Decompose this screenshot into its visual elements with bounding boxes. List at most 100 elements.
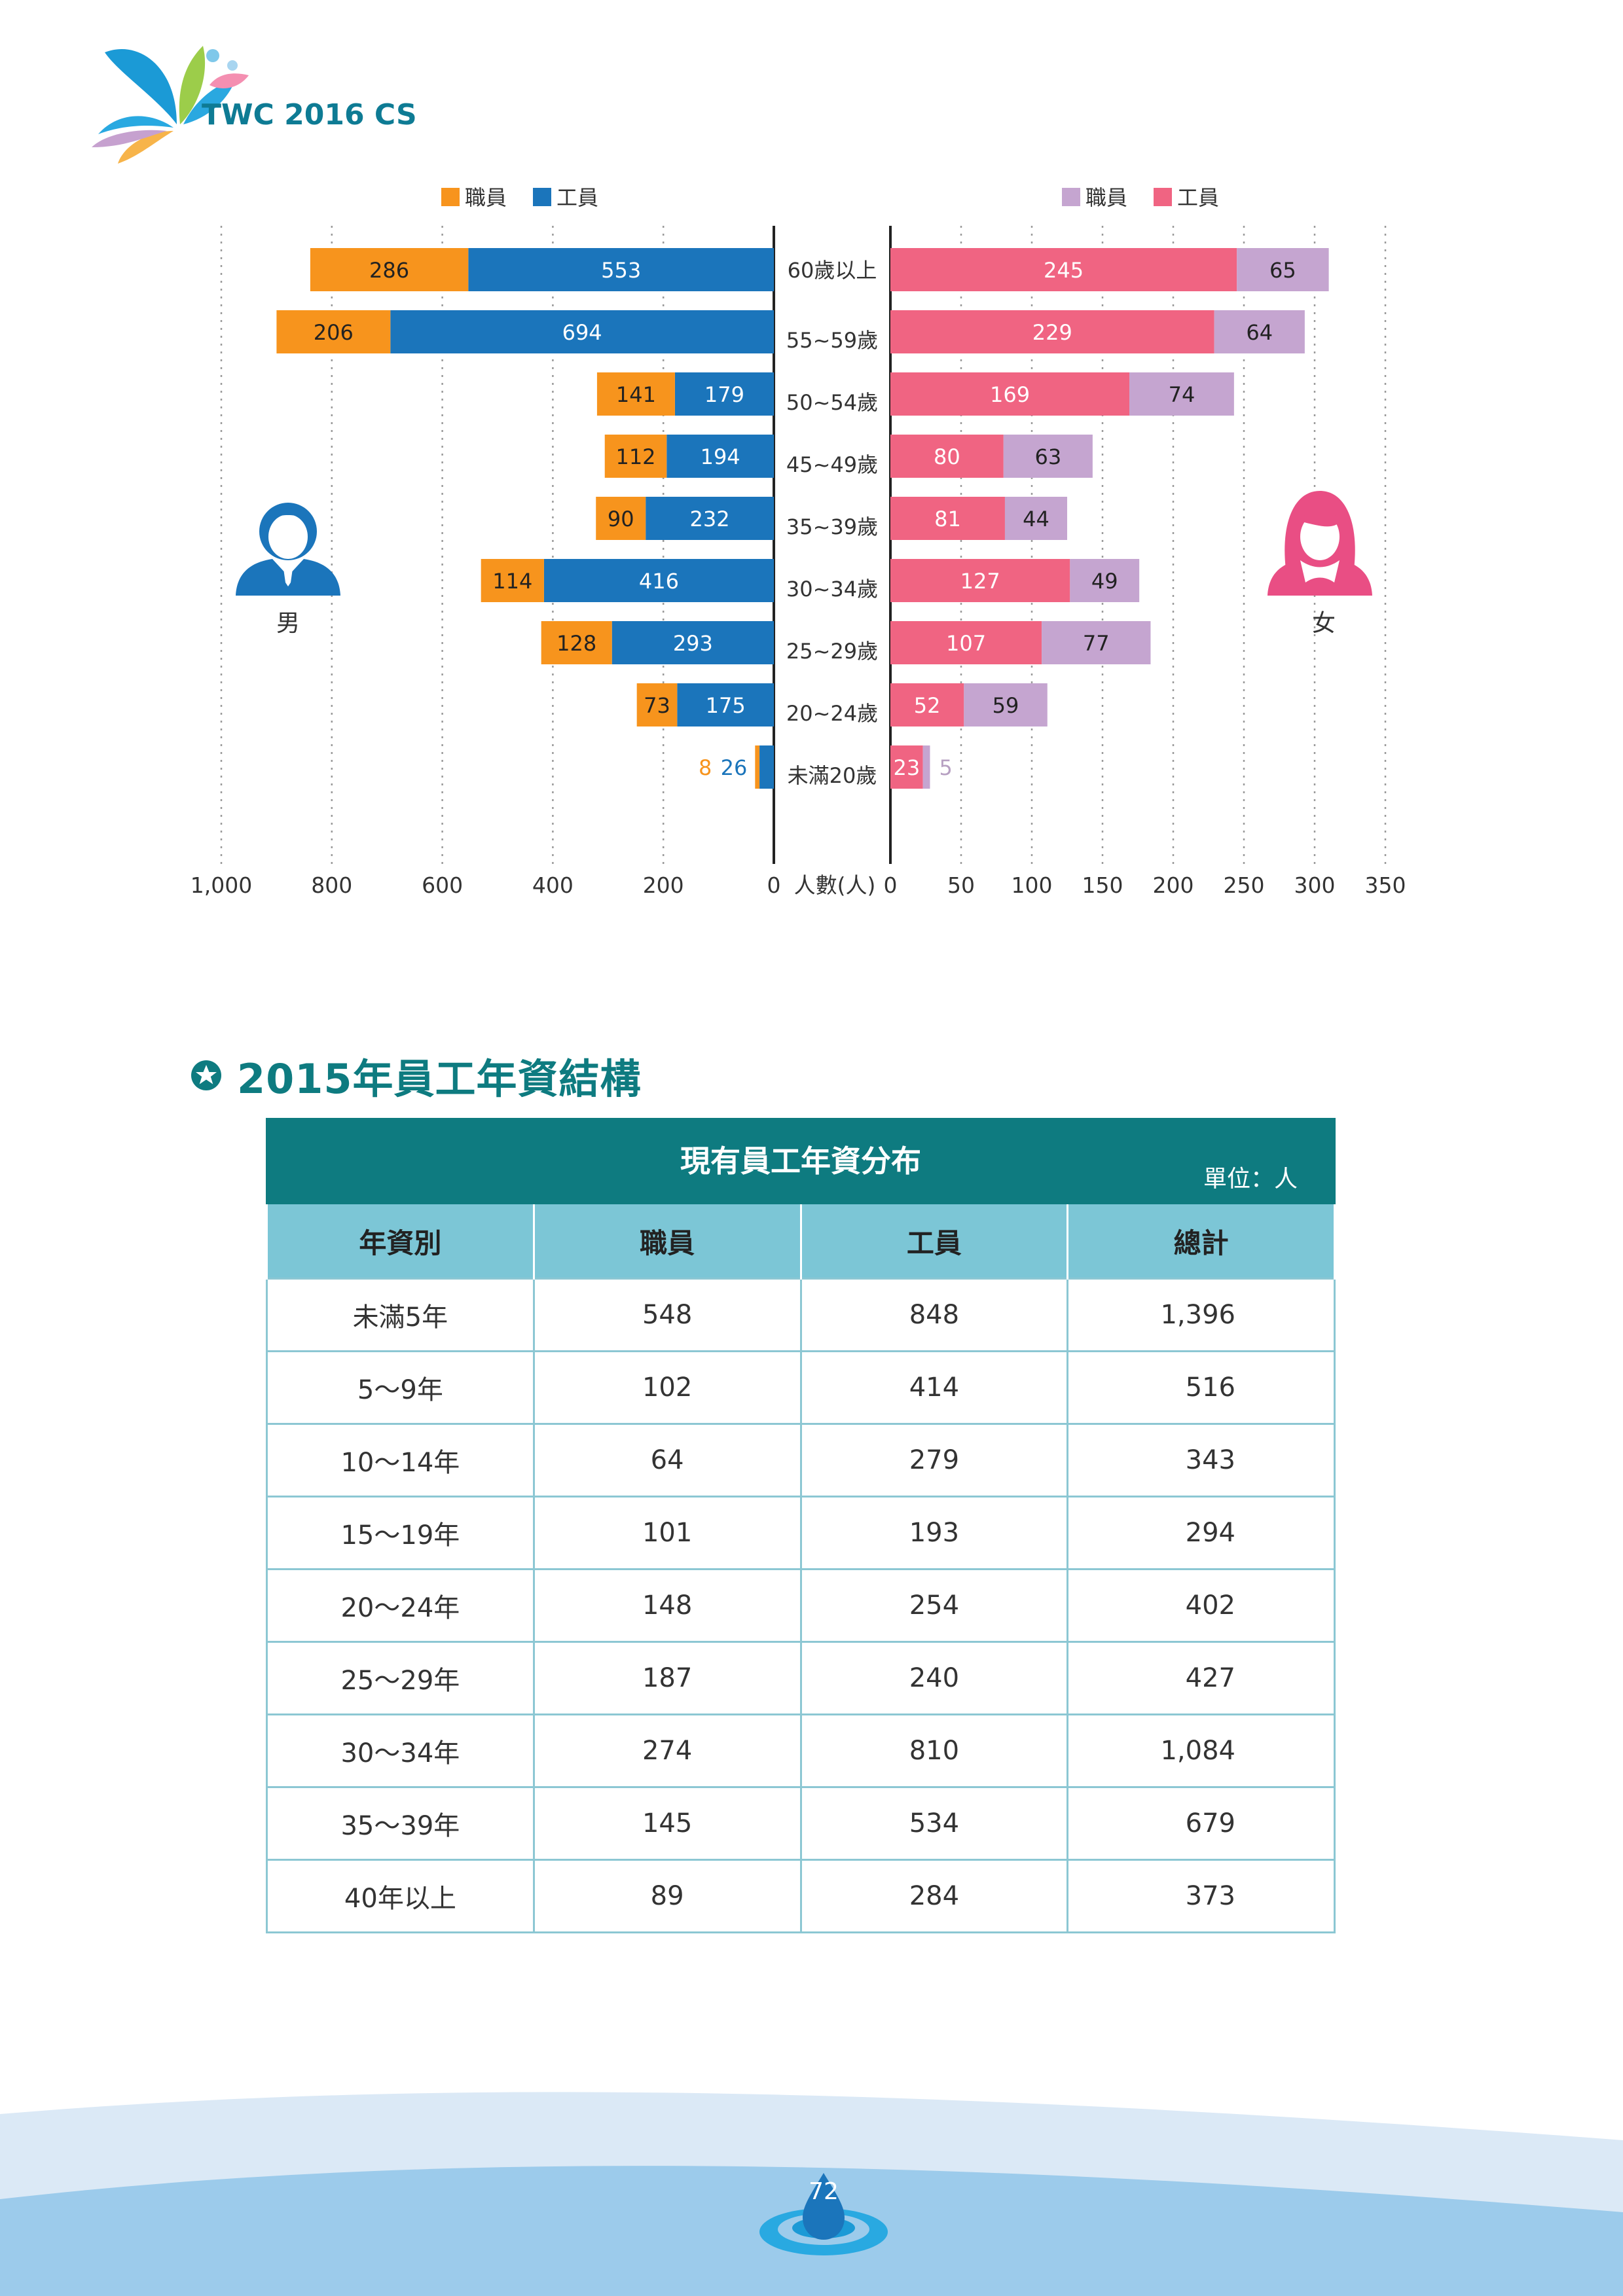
male-tick-label: 600 <box>422 872 463 898</box>
female-staff-bar <box>1004 497 1067 540</box>
cell-worker: 254 <box>799 1568 1069 1643</box>
chart-legend: 職員 工員 職員 工員 <box>441 185 1219 210</box>
female-tick-label: 350 <box>1365 872 1406 898</box>
male-worker-value: 175 <box>706 693 746 718</box>
cell-staff: 102 <box>532 1350 802 1425</box>
header-total: 總計 <box>1067 1204 1336 1279</box>
cell-staff: 145 <box>532 1786 802 1861</box>
header-worker: 工員 <box>799 1204 1069 1279</box>
cell-total: 1,084 <box>1067 1713 1336 1788</box>
female-worker-value: 127 <box>960 569 1000 594</box>
category-label: 25~29歲 <box>786 639 878 664</box>
female-worker-bar <box>890 435 1004 478</box>
cell-tenure: 35～39年 <box>266 1786 535 1861</box>
female-worker-value: 229 <box>1032 320 1072 345</box>
header-staff: 職員 <box>532 1204 802 1279</box>
cell-staff: 274 <box>532 1713 802 1788</box>
female-tick-label: 100 <box>1012 872 1053 898</box>
female-worker-bar <box>890 745 923 789</box>
table-row: 40年以上 89 284 373 <box>266 1859 1336 1933</box>
cell-staff: 89 <box>532 1859 802 1933</box>
table-row: 未滿5年 548 848 1,396 <box>266 1278 1336 1352</box>
male-staff-value: 286 <box>369 258 409 283</box>
male-staff-bar <box>636 683 678 726</box>
male-worker-value: 694 <box>562 320 602 345</box>
cell-staff: 548 <box>532 1278 802 1352</box>
female-tick-label: 0 <box>884 872 898 898</box>
female-staff-bar <box>1003 435 1093 478</box>
male-worker-bar <box>468 248 774 291</box>
male-worker-bar <box>543 559 774 602</box>
male-worker-value: 553 <box>601 258 641 283</box>
female-label: 女 <box>1312 610 1336 637</box>
cell-staff: 64 <box>532 1423 802 1498</box>
female-worker-value: 81 <box>934 507 961 531</box>
male-tick-label: 0 <box>767 872 781 898</box>
legend-left-swatch <box>441 188 460 206</box>
male-staff-value: 128 <box>556 631 596 656</box>
table-row: 15～19年 101 193 294 <box>266 1496 1336 1570</box>
male-staff-bar <box>604 435 667 478</box>
cell-worker: 193 <box>799 1496 1069 1570</box>
cell-worker: 414 <box>799 1350 1069 1425</box>
chart-labels: 1,000 800 600 400 200 0 0 50 100 150 200 250 300 350 人… <box>191 258 1406 898</box>
male-staff-bar <box>310 248 469 291</box>
cell-total: 516 <box>1067 1350 1336 1425</box>
header-tenure: 年資別 <box>266 1204 535 1279</box>
female-worker-value: 52 <box>914 693 941 718</box>
male-worker-bar <box>674 372 774 416</box>
category-label: 20~24歲 <box>786 701 878 726</box>
female-tick-label: 50 <box>947 872 975 898</box>
category-label: 未滿20歲 <box>788 763 877 788</box>
female-worker-bar <box>890 683 964 726</box>
female-worker-bar <box>890 310 1214 353</box>
male-staff-bar <box>541 621 612 664</box>
cell-tenure: 20～24年 <box>266 1568 535 1643</box>
table-unit: 單位：人 <box>1203 1166 1298 1193</box>
female-staff-value: 63 <box>1034 444 1061 469</box>
legend-right-swatch <box>1154 188 1172 206</box>
female-worker-bar <box>890 559 1070 602</box>
female-worker-value: 245 <box>1044 258 1084 283</box>
cell-total: 343 <box>1067 1423 1336 1498</box>
female-person-icon <box>1267 491 1372 596</box>
cell-total: 373 <box>1067 1859 1336 1933</box>
female-tick-label: 250 <box>1224 872 1265 898</box>
cell-tenure: 15～19年 <box>266 1496 535 1570</box>
female-worker-value: 23 <box>893 755 920 780</box>
cell-worker: 848 <box>799 1278 1069 1352</box>
male-tick-label: 200 <box>643 872 684 898</box>
cell-tenure: 40年以上 <box>266 1859 535 1933</box>
male-worker-value: 232 <box>690 507 730 531</box>
table-row: 25～29年 187 240 427 <box>266 1641 1336 1715</box>
male-tick-label: 1,000 <box>191 872 252 898</box>
male-worker-value: 416 <box>639 569 679 594</box>
star-badge-icon <box>191 1060 221 1090</box>
chart-bars <box>276 248 1329 789</box>
section-title: 2015年員工年資結構 <box>237 1055 642 1103</box>
male-worker-value: 293 <box>673 631 713 656</box>
age-gender-pyramid-chart: 1,000 800 600 400 200 0 0 50 100 150 200 250 300 350 人… <box>191 185 1406 898</box>
water-drop-icon <box>759 2173 888 2255</box>
male-worker-bar <box>677 683 774 726</box>
male-staff-bar <box>276 310 391 353</box>
category-label: 35~39歲 <box>786 514 878 539</box>
female-tick-label: 200 <box>1153 872 1194 898</box>
cell-staff: 187 <box>532 1641 802 1715</box>
female-worker-value: 80 <box>934 444 960 469</box>
male-staff-bar <box>481 559 544 602</box>
male-worker-value: 26 <box>721 755 748 780</box>
table-row: 35～39年 145 534 679 <box>266 1786 1336 1861</box>
tenure-table-container: 現有員工年資分布 單位：人 年資別 職員 工員 總計 未滿5年 548 848 1,3… <box>266 1118 1336 1933</box>
brand-text: TWC 2016 CSR <box>202 98 419 132</box>
female-staff-bar <box>1129 372 1234 416</box>
cell-tenure: 25～29年 <box>266 1641 535 1715</box>
cell-total: 294 <box>1067 1496 1336 1570</box>
table-title-bar: 現有員工年資分布 單位：人 <box>266 1118 1336 1204</box>
cell-worker: 240 <box>799 1641 1069 1715</box>
female-staff-value: 64 <box>1246 320 1273 345</box>
category-label: 45~49歲 <box>786 452 878 477</box>
cell-total: 679 <box>1067 1786 1336 1861</box>
male-person-icon <box>236 503 340 596</box>
table-row: 30～34年 274 810 1,084 <box>266 1713 1336 1788</box>
